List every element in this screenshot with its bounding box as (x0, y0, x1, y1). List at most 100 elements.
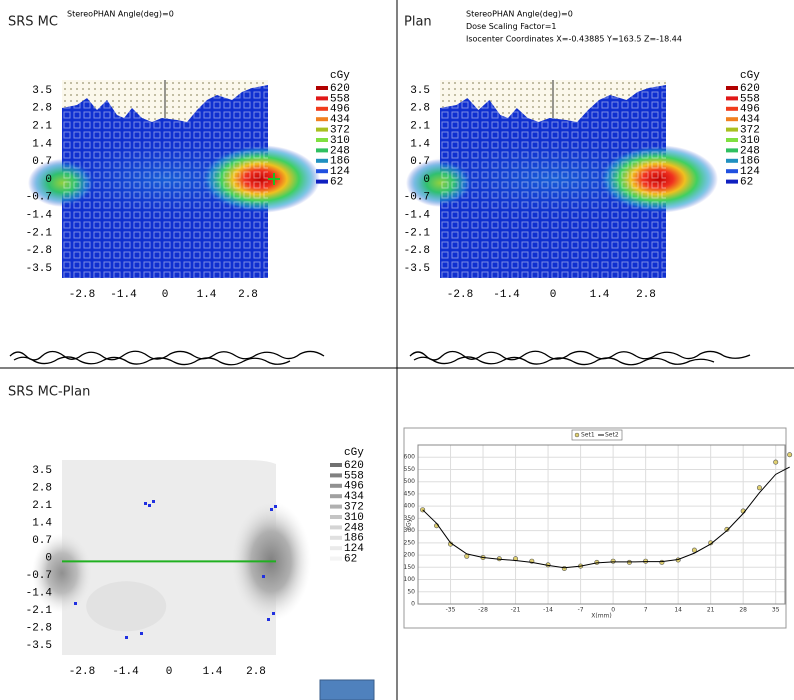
legend-unit: cGy (740, 70, 760, 82)
legend-label: 496 (344, 481, 364, 493)
legend-swatch (726, 86, 738, 90)
x-tick-label: -2.8 (447, 289, 473, 301)
legend-unit: cGy (344, 447, 364, 459)
legend-swatch (316, 106, 328, 111)
y-tick-label: -0.7 (404, 192, 430, 204)
y-tick-label: 500 (404, 478, 416, 485)
legend-marker (574, 432, 580, 438)
y-tick-label: 50 (407, 588, 415, 595)
data-point (724, 526, 730, 532)
legend-swatch (316, 158, 328, 163)
data-point (773, 459, 779, 465)
sample-dot (148, 504, 151, 507)
heatmap (406, 80, 718, 278)
diff-blob (32, 533, 92, 614)
y-tick-label: 350 (404, 515, 416, 522)
sample-dot (152, 500, 155, 503)
y-tick-label: 300 (404, 527, 416, 534)
legend-unit: cGy (330, 70, 350, 82)
y-tick-label: -1.4 (26, 587, 53, 599)
y-tick-label: 600 (404, 454, 416, 461)
legend-label: 558 (740, 93, 760, 105)
x-tick-label: 7 (644, 607, 648, 614)
diff-blob (86, 581, 167, 632)
y-tick-label: 3.5 (410, 85, 430, 97)
legend-swatch (316, 117, 328, 122)
x-axis-label: X(mm) (591, 613, 611, 620)
legend-box (571, 429, 623, 441)
y-tick-label: 250 (404, 539, 416, 546)
data-point (756, 485, 762, 491)
button[interactable] (319, 679, 375, 700)
y-tick-label: 3.5 (32, 465, 52, 477)
y-tick-label: 100 (404, 576, 416, 583)
panel-header: StereoPHAN Angle(deg)=0 (67, 10, 174, 19)
legend-swatch (330, 546, 342, 551)
panel-header: Isocenter Coordinates X=-0.43885 Y=163.5… (466, 35, 682, 44)
panel-header: Dose Scaling Factor=1 (466, 22, 556, 31)
chart-frame (403, 427, 787, 629)
legend-label: 62 (344, 554, 357, 566)
legend-label: 186 (330, 156, 350, 168)
y-tick-label: 0 (423, 174, 430, 186)
y-tick-label: -3.5 (404, 263, 430, 275)
legend-swatch (330, 535, 342, 540)
x-tick-label: -14 (543, 607, 553, 614)
y-tick-label: -3.5 (26, 640, 52, 652)
legend-label: 310 (344, 512, 364, 524)
legend-swatch (726, 138, 738, 142)
legend-swatch (330, 494, 342, 499)
x-tick-label: -7 (578, 607, 584, 614)
legend-swatch (316, 96, 328, 101)
heatmap (28, 80, 320, 278)
legend-swatch (726, 169, 738, 174)
y-tick-label: 200 (404, 552, 416, 559)
legend-label: 496 (330, 104, 350, 116)
legend-label: 372 (740, 125, 760, 137)
legend-label: 62 (740, 177, 753, 189)
y-tick-label: 0 (45, 552, 52, 564)
legend-swatch (330, 556, 342, 561)
legend-label: Set2 (605, 432, 619, 439)
legend-swatch (316, 138, 328, 142)
legend-label: 620 (330, 83, 350, 95)
legend-label: 372 (344, 502, 364, 514)
x-tick-label: 1.4 (590, 289, 610, 301)
x-tick-label: -35 (446, 607, 456, 614)
legend-label: 248 (330, 145, 350, 157)
x-tick-label: -1.4 (493, 289, 520, 301)
y-tick-label: -2.1 (26, 227, 53, 239)
y-tick-label: -2.1 (404, 227, 431, 239)
sample-dot (74, 602, 77, 605)
y-tick-label: -2.8 (26, 622, 52, 634)
legend-label: 434 (344, 491, 364, 503)
x-tick-label: -21 (511, 607, 521, 614)
y-tick-label: 2.1 (410, 121, 430, 133)
x-tick-label: 14 (674, 607, 682, 614)
data-point (691, 547, 697, 553)
legend-swatch (316, 148, 328, 153)
legend-label: 434 (740, 114, 760, 126)
legend-swatch (330, 515, 342, 519)
sample-dot (144, 502, 147, 505)
legend-label: 124 (330, 166, 350, 178)
legend-label: 248 (740, 145, 760, 157)
legend-swatch (330, 463, 342, 467)
x-tick-label: -1.4 (110, 289, 137, 301)
y-tick-label: 1.4 (32, 517, 52, 529)
plot-border (417, 444, 786, 605)
series-line (422, 466, 790, 569)
x-tick-label: 2.8 (246, 666, 266, 678)
sample-dot (125, 636, 128, 639)
legend-label: 186 (344, 533, 364, 545)
legend-swatch (330, 525, 342, 530)
y-tick-label: 2.1 (32, 121, 52, 133)
legend-swatch (726, 127, 738, 132)
legend-swatch (316, 127, 328, 132)
y-tick-label: -0.7 (26, 570, 52, 582)
y-tick-label: -1.4 (404, 210, 431, 222)
y-tick-label: 0.7 (410, 156, 430, 168)
legend-swatch (726, 106, 738, 111)
x-tick-label: 2.8 (636, 289, 656, 301)
